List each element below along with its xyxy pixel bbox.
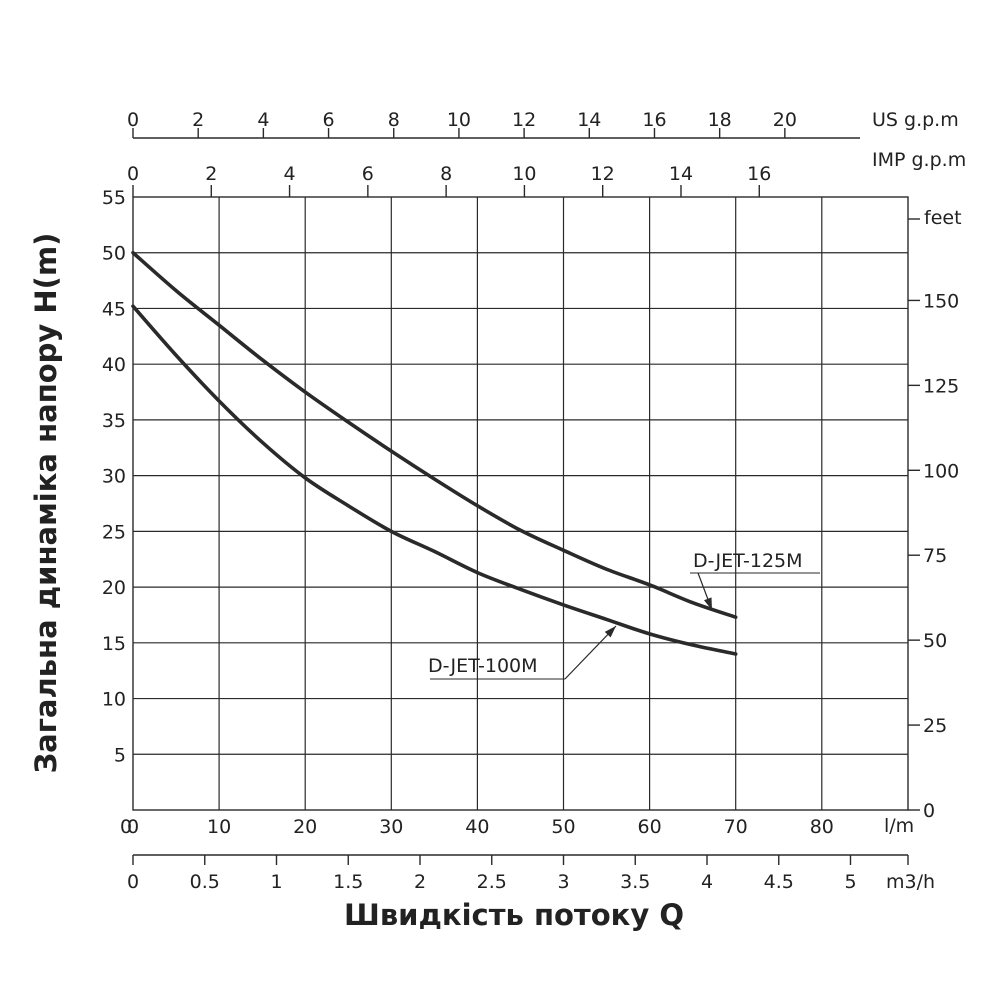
- x-tick-label: 80: [810, 816, 834, 838]
- callout-leader-line: [564, 625, 617, 680]
- y-tick-label: 35: [102, 410, 126, 432]
- axes-layer: [132, 128, 920, 865]
- m3h-tick-label: 1.5: [333, 871, 363, 893]
- plot-frame: [132, 196, 909, 811]
- y-tick-label: 5: [114, 744, 126, 766]
- y-tick-label: 25: [102, 521, 126, 543]
- callout-arrowhead: [704, 597, 712, 610]
- us-gpm-tick-label: 20: [773, 109, 797, 131]
- m3h-tick-label: 4.5: [764, 871, 794, 893]
- y-tick-label: 50: [102, 243, 126, 265]
- y-tick-label: 55: [102, 187, 126, 209]
- feet-tick-label: 25: [923, 715, 947, 737]
- m3h-tick-label: 2.5: [477, 871, 507, 893]
- y-tick-label: 10: [102, 689, 126, 711]
- series-layer: [131, 250, 738, 656]
- m3h-unit-label: m3/h: [886, 871, 935, 893]
- x-tick-label: 50: [551, 816, 575, 838]
- x-tick-label: 0: [127, 816, 139, 838]
- imp-gpm-tick-label: 8: [440, 163, 452, 185]
- y-tick-label: 40: [102, 354, 126, 376]
- us-gpm-tick-label: 12: [512, 109, 536, 131]
- d-jet-125m-curve: [131, 250, 738, 619]
- us-gpm-tick-label: 6: [323, 109, 335, 131]
- d-jet-125m-label: D-JET-125M: [693, 550, 803, 572]
- m3h-tick-label: 2: [414, 871, 426, 893]
- m3h-tick-label: 3.5: [620, 871, 650, 893]
- m3h-tick-label: 1: [270, 871, 282, 893]
- feet-tick-label: 0: [923, 800, 935, 822]
- imp-gpm-tick-label: 6: [362, 163, 374, 185]
- us-gpm-tick-label: 8: [388, 109, 400, 131]
- imp-gpm-tick-label: 10: [512, 163, 536, 185]
- feet-tick-label: 150: [923, 290, 959, 312]
- us-gpm-tick-label: 16: [642, 109, 666, 131]
- labels-layer: 0 10 20 30 40 50 60 70 8051015202530354045505502…: [102, 109, 959, 893]
- x-tick-label: 10: [207, 816, 231, 838]
- imp-gpm-tick-label: 16: [747, 163, 771, 185]
- grid-layer: [133, 197, 908, 810]
- x-tick-label: 20: [293, 816, 317, 838]
- us-gpm-tick-label: 10: [447, 109, 471, 131]
- d-jet-100m-curve: [131, 304, 738, 656]
- feet-tick-label: 50: [923, 630, 947, 652]
- x-axis-title: Швидкість потоку Q: [344, 898, 684, 932]
- x-tick-label: 30: [379, 816, 403, 838]
- y-tick-label: 20: [102, 577, 126, 599]
- feet-tick-label: 125: [923, 375, 959, 397]
- x-axis-unit-label: l/m: [884, 815, 914, 837]
- y-axis-title: Загальна динаміка напору H(m): [29, 233, 63, 774]
- x-tick-label: 40: [465, 816, 489, 838]
- x-tick-label: 60: [638, 816, 662, 838]
- y-tick-label: 45: [102, 298, 126, 320]
- us-gpm-tick-label: 2: [192, 109, 204, 131]
- us-gpm-unit-label: US g.p.m: [872, 109, 959, 131]
- d-jet-100m-label: D-JET-100M: [428, 655, 538, 677]
- y-tick-label: 30: [102, 466, 126, 488]
- us-gpm-tick-label: 0: [127, 109, 139, 131]
- us-gpm-tick-label: 18: [708, 109, 732, 131]
- callout-arrowhead: [604, 626, 616, 638]
- feet-tick-label: 100: [923, 460, 959, 482]
- imp-gpm-unit-label: IMP g.p.m: [872, 149, 966, 171]
- y-origin-label: 0: [120, 816, 132, 838]
- us-gpm-tick-label: 4: [257, 109, 269, 131]
- us-gpm-tick-label: 14: [577, 109, 601, 131]
- feet-tick-label: 75: [923, 545, 947, 567]
- m3h-tick-label: 4: [701, 871, 713, 893]
- imp-gpm-tick-label: 0: [127, 163, 139, 185]
- m3h-tick-label: 3: [557, 871, 569, 893]
- x-tick-label: 70: [724, 816, 748, 838]
- imp-gpm-tick-label: 2: [205, 163, 217, 185]
- m3h-tick-label: 5: [844, 871, 856, 893]
- y-tick-label: 15: [102, 633, 126, 655]
- m3h-tick-label: 0.5: [190, 871, 220, 893]
- imp-gpm-tick-label: 12: [591, 163, 615, 185]
- feet-unit-label: feet: [924, 207, 962, 229]
- m3h-tick-label: 0: [127, 871, 139, 893]
- imp-gpm-tick-label: 4: [284, 163, 296, 185]
- imp-gpm-tick-label: 14: [669, 163, 693, 185]
